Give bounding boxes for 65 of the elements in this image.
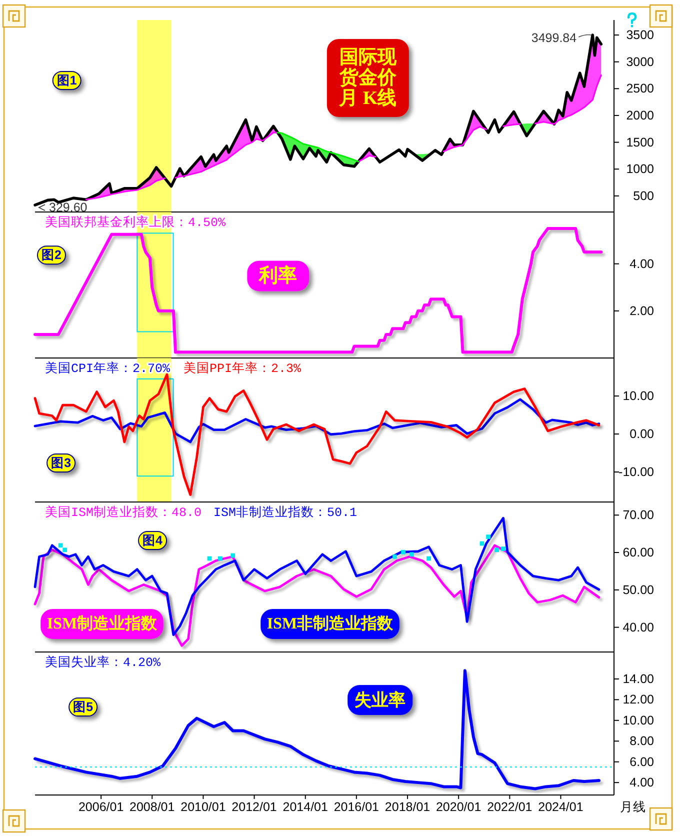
y-tick-label: 60.00 [622,546,654,560]
point [501,546,506,551]
point [58,543,63,548]
text: 国际现货金价月 K线 [338,46,398,110]
y-tick-label: 10.00 [622,713,654,728]
y-tick-label: 1000 [626,162,654,176]
x-tick-label: 2018/01 [384,800,430,814]
x-tick-label: 2014/01 [282,800,328,814]
point [392,554,397,559]
x-tick-label: 2010/01 [180,800,226,814]
y-tick-label: 500 [633,188,654,203]
text: 失业率 [354,690,406,710]
y-tick-label: 2000 [626,108,654,122]
y-tick-label: 2.00 [630,304,654,318]
line-series [34,398,600,444]
annotation: 图3 [51,456,72,470]
annotation: 3499.84 [531,31,577,46]
y-tick-label: 3500 [626,28,654,42]
point [409,552,414,557]
y-tick-label: -10.00 [618,464,654,479]
point [426,556,431,561]
y-tick-label: 14.00 [622,672,654,686]
x-tick-label: 2020/01 [436,800,482,814]
line-series [34,226,603,354]
x-axis-title: 月线 [620,800,646,814]
y-tick-label: 0.00 [630,426,654,441]
point [486,534,490,539]
y-tick-label: 2500 [626,82,654,96]
annotation: ISM非制造业指数 [266,614,394,632]
point [494,548,500,552]
point [218,556,222,561]
point [62,548,68,552]
y-tick-label: 10.00 [622,388,654,403]
annotation: ISM制造业指数 [46,614,158,632]
y-tick-label: 6.00 [630,754,654,769]
y-tick-label: 40.00 [622,620,654,634]
annotation: 图2 [42,248,62,262]
annotation: 图4 [142,534,163,548]
annotation: 329.60 [49,200,88,215]
y-tick-label: 4.00 [630,776,654,790]
text: 美国失业率：4.20% [45,654,162,670]
y-tick-label: 4.00 [630,256,654,271]
x-tick-label: 2022/01 [487,800,532,814]
y-tick-label: 8.00 [630,734,654,748]
y-tick-label: 70.00 [622,508,654,522]
text: 美国ISM制造业指数：48.0 [45,504,202,520]
line-series [34,373,600,496]
text: 利率 [258,264,298,286]
point [230,553,236,558]
y-tick-label: 12.00 [622,692,654,707]
line-series [34,669,600,790]
point [401,550,406,554]
annotation: 图1 [56,73,77,88]
y-tick-label: 50.00 [622,582,654,597]
x-tick-label: 2016/01 [334,800,380,814]
x-tick-label: 2006/01 [78,800,124,814]
y-tick-label: 1500 [626,135,654,150]
text: ISM非制造业指数：50.1 [214,505,358,520]
line-series [34,516,600,636]
x-tick-label: 2012/01 [232,800,277,814]
series-label: 美国PPI年率：2.3% [184,360,302,376]
annotation: 图5 [73,700,94,714]
x-tick-label: 2024/01 [538,800,584,814]
y-tick-label: 3000 [626,54,654,69]
x-tick-label: 2008/01 [130,800,175,814]
